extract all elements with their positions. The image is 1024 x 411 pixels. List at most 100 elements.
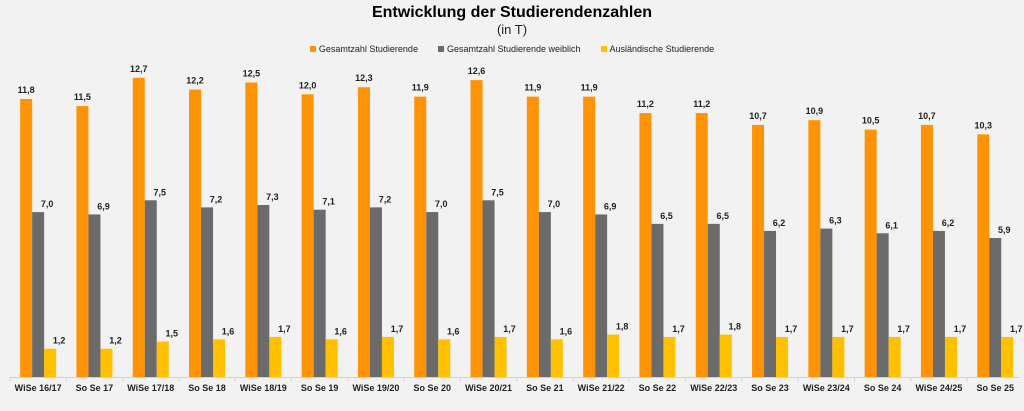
chart-subtitle: (in T) bbox=[496, 22, 528, 37]
data-label: 6,9 bbox=[604, 201, 617, 211]
data-label: 12,5 bbox=[243, 69, 261, 79]
bar bbox=[583, 96, 596, 378]
data-label: 7,2 bbox=[379, 194, 392, 204]
x-tick-label: WiSe 16/17 bbox=[15, 383, 62, 393]
legend-swatch bbox=[309, 46, 316, 52]
data-label: 1,7 bbox=[954, 324, 967, 334]
bar bbox=[707, 223, 720, 377]
x-tick-label: So Se 23 bbox=[751, 383, 789, 393]
data-label: 1,7 bbox=[278, 324, 291, 334]
bar bbox=[44, 348, 57, 377]
bar bbox=[245, 82, 258, 377]
x-tick-label: So Se 22 bbox=[639, 383, 677, 393]
bar bbox=[764, 230, 777, 377]
legend-swatch bbox=[437, 46, 444, 52]
bar bbox=[538, 212, 551, 377]
data-label: 12,7 bbox=[130, 64, 148, 74]
data-label: 11,5 bbox=[74, 92, 91, 102]
data-label: 7,3 bbox=[266, 192, 279, 202]
data-label: 1,7 bbox=[391, 324, 404, 334]
data-label: 1,7 bbox=[785, 324, 798, 334]
bar bbox=[189, 89, 202, 378]
data-label: 11,9 bbox=[581, 83, 598, 93]
x-tick-label: WiSe 24/25 bbox=[915, 383, 962, 393]
x-tick-label: So Se 19 bbox=[301, 383, 339, 393]
x-tick-label: WiSe 17/18 bbox=[127, 383, 174, 393]
bar bbox=[695, 113, 708, 378]
data-label: 11,2 bbox=[637, 99, 654, 109]
data-label: 10,3 bbox=[974, 120, 992, 130]
x-tick-label: So Se 24 bbox=[864, 383, 902, 393]
bar bbox=[132, 77, 145, 378]
bar bbox=[607, 334, 620, 377]
bar bbox=[639, 113, 652, 378]
bar bbox=[201, 207, 214, 377]
data-label: 10,5 bbox=[862, 116, 880, 126]
bar bbox=[414, 96, 427, 378]
data-label: 1,7 bbox=[503, 324, 516, 334]
data-label: 12,3 bbox=[355, 73, 373, 83]
bar bbox=[357, 87, 370, 377]
data-label: 1,7 bbox=[672, 324, 685, 334]
x-tick-label: WiSe 20/21 bbox=[465, 383, 512, 393]
bar bbox=[876, 233, 889, 377]
bar bbox=[808, 120, 821, 378]
bar bbox=[888, 336, 901, 377]
data-label: 12,6 bbox=[468, 66, 486, 76]
legend-label: Gesamtzahl Studierende weiblich bbox=[446, 44, 581, 54]
data-label: 6,1 bbox=[885, 220, 898, 230]
bar bbox=[1001, 336, 1014, 377]
data-label: 7,5 bbox=[491, 187, 504, 197]
data-label: 1,5 bbox=[165, 329, 178, 339]
x-tick-label: WiSe 21/22 bbox=[578, 383, 625, 393]
data-label: 6,2 bbox=[942, 218, 955, 228]
bar bbox=[832, 336, 845, 377]
data-label: 7,5 bbox=[153, 187, 166, 197]
bar bbox=[550, 339, 563, 377]
data-label: 1,7 bbox=[1010, 324, 1023, 334]
legend-item-female: Gesamtzahl Studierende weiblich bbox=[437, 44, 581, 54]
data-label: 7,1 bbox=[322, 197, 335, 207]
data-label: 1,8 bbox=[616, 322, 629, 332]
data-label: 11,9 bbox=[412, 83, 429, 93]
data-label: 10,7 bbox=[918, 111, 936, 121]
bar bbox=[438, 339, 451, 377]
x-tick-label: So Se 17 bbox=[76, 383, 114, 393]
data-label: 1,6 bbox=[447, 326, 460, 336]
data-label: 10,9 bbox=[806, 106, 824, 116]
data-label: 6,5 bbox=[660, 211, 673, 221]
x-tick-label: So Se 18 bbox=[188, 383, 226, 393]
legend-swatch bbox=[600, 46, 607, 52]
legend-item-total: Gesamtzahl Studierende bbox=[309, 44, 418, 54]
data-label: 1,2 bbox=[109, 336, 122, 346]
bar bbox=[752, 124, 765, 378]
bar bbox=[595, 214, 608, 377]
bar bbox=[100, 348, 113, 377]
x-tick-label: WiSe 18/19 bbox=[240, 383, 287, 393]
data-label: 11,9 bbox=[524, 83, 541, 93]
bar bbox=[776, 336, 789, 377]
bar bbox=[76, 106, 89, 377]
x-tick-label: So Se 25 bbox=[976, 383, 1014, 393]
x-tick-label: So Se 21 bbox=[526, 383, 564, 393]
legend-label: Ausländische Studierende bbox=[609, 44, 715, 54]
data-label: 11,8 bbox=[18, 85, 35, 95]
data-label: 1,6 bbox=[222, 326, 235, 336]
data-label: 5,9 bbox=[998, 225, 1011, 235]
x-tick-label: WiSe 22/23 bbox=[690, 383, 737, 393]
bar bbox=[526, 96, 539, 378]
bar bbox=[719, 334, 732, 377]
bar bbox=[426, 212, 439, 377]
bar bbox=[213, 339, 226, 377]
x-tick-label: So Se 20 bbox=[413, 383, 451, 393]
bar bbox=[257, 205, 270, 377]
bar bbox=[269, 336, 282, 377]
data-label: 1,8 bbox=[728, 322, 741, 332]
data-label: 7,0 bbox=[435, 199, 448, 209]
data-label: 1,2 bbox=[53, 336, 66, 346]
bar bbox=[381, 336, 394, 377]
data-label: 7,0 bbox=[41, 199, 54, 209]
data-label: 6,9 bbox=[97, 201, 110, 211]
data-label: 12,2 bbox=[186, 76, 204, 86]
data-label: 7,0 bbox=[548, 199, 561, 209]
